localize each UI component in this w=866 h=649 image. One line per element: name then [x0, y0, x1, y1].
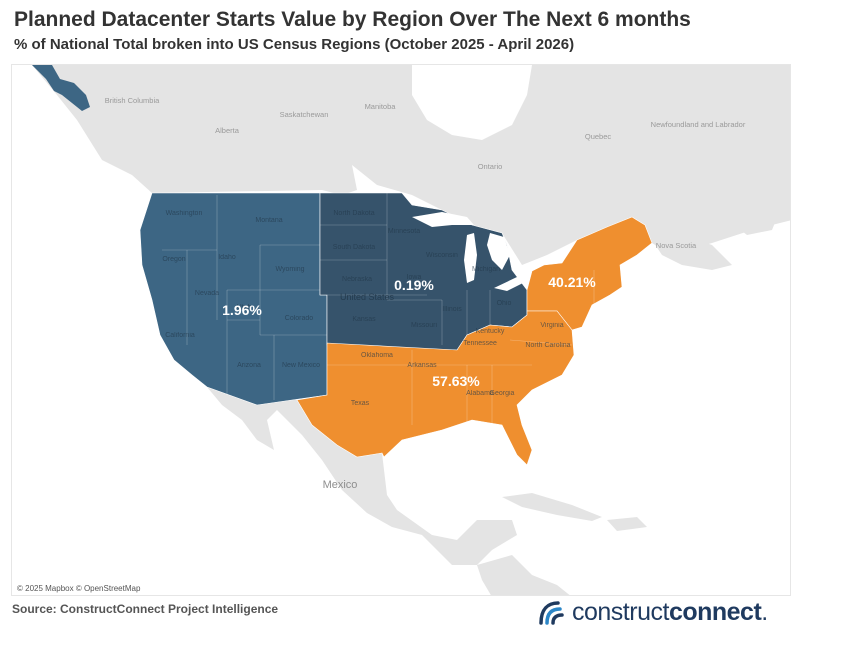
lake-michigan [464, 233, 477, 283]
maritimes [652, 233, 732, 270]
mexico-landmass [207, 387, 517, 565]
label-state: Missouri [411, 322, 438, 329]
label-state: Oregon [162, 256, 185, 263]
label-state: New Mexico [282, 362, 320, 369]
region-value-west: 1.96% [222, 302, 262, 318]
label-united-states: United States [340, 292, 395, 302]
label-state: Colorado [285, 315, 314, 322]
label-state: Arizona [237, 362, 261, 369]
label-state: California [165, 332, 195, 339]
label-state: Minnesota [388, 228, 420, 235]
label-state: Texas [351, 400, 370, 407]
label-state: Nebraska [342, 276, 372, 283]
hudson-bay [412, 65, 532, 140]
label-state: Idaho [218, 254, 236, 261]
label-state: Kansas [352, 316, 376, 323]
label-state: Michigan [472, 266, 500, 273]
label-state: Wyoming [275, 266, 304, 273]
label-manitoba: Manitoba [365, 102, 397, 111]
label-alberta: Alberta [215, 126, 240, 135]
label-ontario: Ontario [478, 162, 503, 171]
map-attribution[interactable]: © 2025 Mapbox © OpenStreetMap [17, 584, 141, 593]
label-state: Georgia [490, 390, 515, 397]
label-state: North Carolina [525, 342, 570, 349]
label-state: Nevada [195, 290, 219, 297]
map-panel[interactable]: British Columbia Alberta Saskatchewan Ma… [11, 64, 791, 596]
region-south[interactable] [296, 310, 575, 466]
cuba [502, 493, 602, 521]
region-value-south: 57.63% [432, 373, 480, 389]
label-state: Illinois [442, 306, 462, 313]
logo-mark-icon [539, 600, 564, 625]
label-state: Ohio [497, 300, 512, 307]
lake-superior [412, 212, 474, 227]
label-state: Iowa [407, 274, 422, 281]
region-value-midwest: 0.19% [394, 277, 434, 293]
label-state: Tennessee [463, 340, 497, 347]
label-quebec: Quebec [585, 132, 612, 141]
label-newfoundland: Newfoundland and Labrador [651, 120, 746, 129]
label-saskatchewan: Saskatchewan [280, 110, 329, 119]
lake-erie [494, 271, 532, 291]
label-mexico: Mexico [323, 479, 358, 491]
label-state: Alabama [466, 390, 494, 397]
source-note: Source: ConstructConnect Project Intelli… [12, 602, 279, 616]
label-state: Arkansas [407, 362, 437, 369]
newfoundland [732, 190, 782, 235]
logo-text: constructconnect. [572, 598, 768, 627]
region-value-northeast: 40.21% [548, 274, 596, 290]
constructconnect-logo: constructconnect. [538, 598, 768, 627]
central-america [477, 555, 570, 595]
canada-landmass [32, 65, 790, 265]
label-british-columbia: British Columbia [105, 96, 160, 105]
label-state: South Dakota [333, 244, 376, 251]
logo-dot: . [761, 598, 768, 626]
chart-subtitle: % of National Total broken into US Censu… [14, 36, 575, 53]
label-state: Wisconsin [426, 252, 458, 259]
label-state: Utah [237, 304, 252, 311]
logo-text-part2: connect [668, 598, 762, 626]
chart-title: Planned Datacenter Starts Value by Regio… [14, 8, 691, 31]
label-state: Montana [255, 217, 282, 224]
logo-text-part1: construct [572, 598, 669, 626]
label-nova-scotia: Nova Scotia [656, 241, 697, 250]
label-state: Washington [166, 210, 203, 217]
state-labels: Washington Oregon California Nevada Idah… [162, 210, 570, 407]
label-state: North Dakota [333, 210, 374, 217]
lake-huron [487, 233, 510, 270]
map-svg[interactable]: British Columbia Alberta Saskatchewan Ma… [12, 65, 791, 596]
hispaniola [607, 517, 647, 531]
label-state: Virginia [540, 322, 563, 329]
state-boundaries [162, 193, 595, 425]
alaska-panhandle [32, 65, 90, 111]
label-state: Oklahoma [361, 352, 393, 359]
label-state: Kentucky [476, 328, 505, 335]
